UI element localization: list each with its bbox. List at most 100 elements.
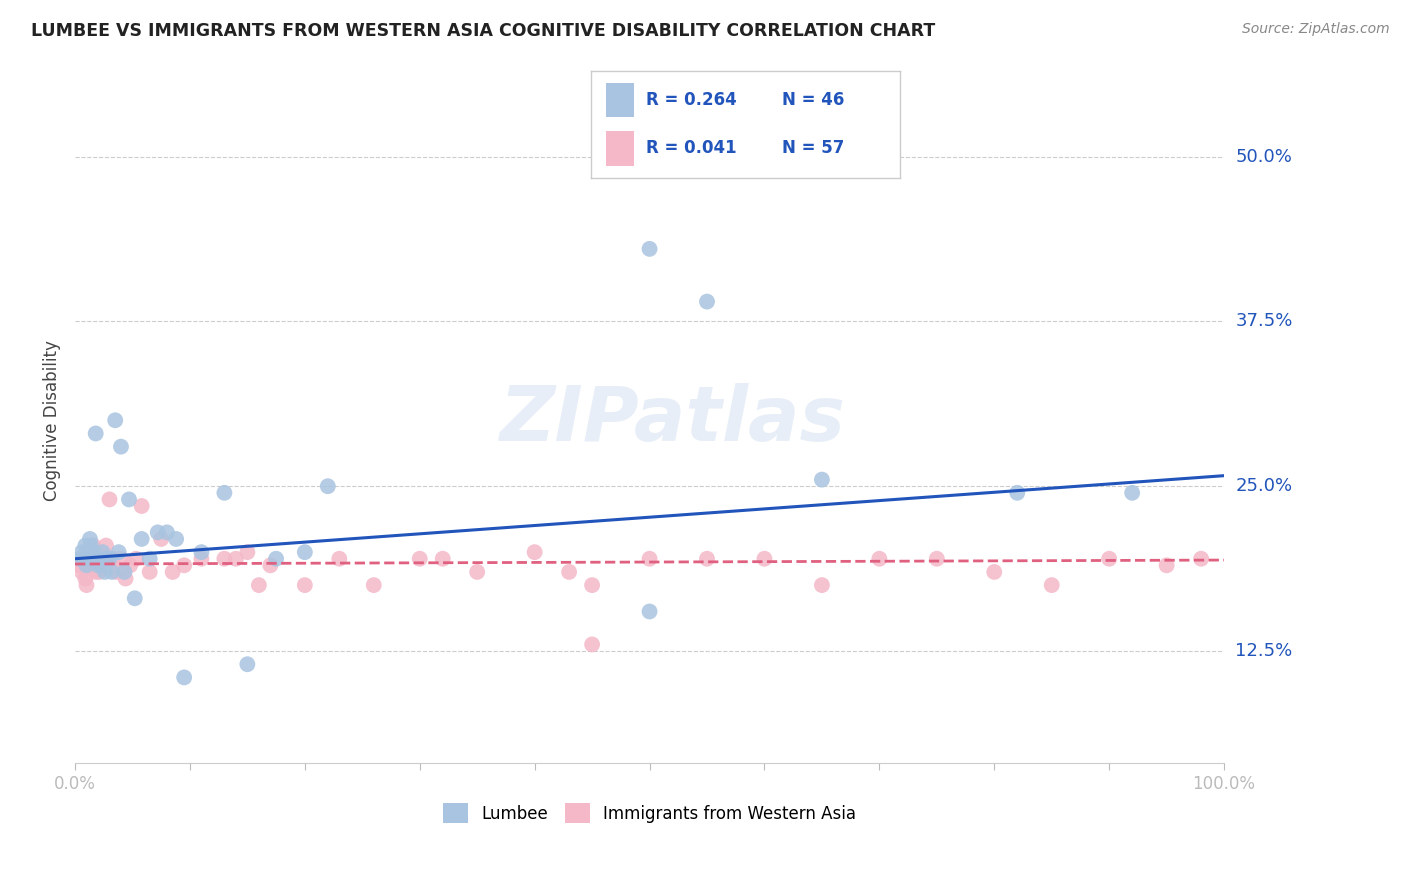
Text: R = 0.041: R = 0.041 [647, 139, 737, 157]
Point [93, 551, 115, 566]
Point [82, 539, 104, 553]
Point [811, 473, 834, 487]
Point [84, 426, 107, 441]
Text: N = 57: N = 57 [782, 139, 845, 157]
Point [112, 565, 135, 579]
Point [259, 558, 281, 573]
Point [138, 551, 160, 566]
Point [1007, 485, 1029, 500]
Point [523, 545, 546, 559]
Point [75, 572, 97, 586]
Point [131, 532, 153, 546]
Point [214, 485, 236, 500]
Point [328, 551, 350, 566]
Point [76, 545, 98, 559]
Point [83, 551, 105, 566]
Point [69, 551, 91, 566]
Point [811, 578, 834, 592]
Point [82, 551, 104, 566]
Point [96, 551, 118, 566]
Point [70, 565, 93, 579]
Point [125, 551, 148, 566]
Point [150, 532, 173, 546]
Point [236, 657, 259, 672]
Point [581, 578, 603, 592]
Point [86, 551, 108, 566]
Point [638, 605, 661, 619]
Point [1189, 551, 1212, 566]
Point [110, 551, 132, 566]
Point [190, 551, 212, 566]
Point [77, 551, 100, 566]
Text: Source: ZipAtlas.com: Source: ZipAtlas.com [1241, 22, 1389, 37]
Point [363, 578, 385, 592]
Point [264, 551, 287, 566]
Point [868, 551, 890, 566]
Point [173, 670, 195, 684]
Point [754, 551, 776, 566]
Point [465, 565, 488, 579]
Point [696, 294, 718, 309]
Point [89, 558, 111, 573]
Point [89, 565, 111, 579]
Point [1040, 578, 1063, 592]
Point [138, 565, 160, 579]
Point [638, 242, 661, 256]
Point [173, 558, 195, 573]
Point [94, 539, 117, 553]
Point [118, 492, 141, 507]
Text: 37.5%: 37.5% [1236, 312, 1292, 330]
Point [79, 532, 101, 546]
Point [82, 558, 104, 573]
Point [105, 565, 128, 579]
Point [69, 558, 91, 573]
Text: 12.5%: 12.5% [1236, 642, 1292, 660]
Point [214, 551, 236, 566]
Point [114, 572, 136, 586]
Bar [606, 131, 634, 166]
Point [76, 545, 98, 559]
Point [1156, 558, 1178, 573]
Point [94, 565, 117, 579]
Point [247, 578, 270, 592]
Point [225, 551, 247, 566]
Point [80, 539, 103, 553]
Point [110, 440, 132, 454]
Point [162, 565, 184, 579]
Point [581, 637, 603, 651]
Point [638, 551, 661, 566]
Point [165, 532, 187, 546]
Legend: Lumbee, Immigrants from Western Asia: Lumbee, Immigrants from Western Asia [443, 803, 856, 823]
Point [79, 551, 101, 566]
Bar [606, 83, 634, 118]
Point [107, 545, 129, 559]
Point [104, 413, 127, 427]
Text: 25.0%: 25.0% [1236, 477, 1292, 495]
Point [120, 558, 142, 573]
Text: N = 46: N = 46 [782, 91, 845, 109]
Point [86, 551, 108, 566]
Point [82, 545, 104, 559]
Point [75, 539, 97, 553]
Point [83, 558, 105, 573]
Point [70, 545, 93, 559]
Point [696, 551, 718, 566]
Point [89, 551, 111, 566]
Point [409, 551, 432, 566]
Point [1098, 551, 1121, 566]
Point [77, 551, 100, 566]
Point [1121, 485, 1143, 500]
Point [98, 492, 121, 507]
Point [90, 551, 112, 566]
Point [101, 565, 124, 579]
Point [156, 525, 179, 540]
Point [236, 545, 259, 559]
Point [80, 545, 103, 559]
Point [558, 565, 581, 579]
Point [146, 525, 169, 540]
Text: R = 0.264: R = 0.264 [647, 91, 737, 109]
Point [91, 545, 114, 559]
Point [294, 578, 316, 592]
Point [294, 545, 316, 559]
Point [190, 545, 212, 559]
